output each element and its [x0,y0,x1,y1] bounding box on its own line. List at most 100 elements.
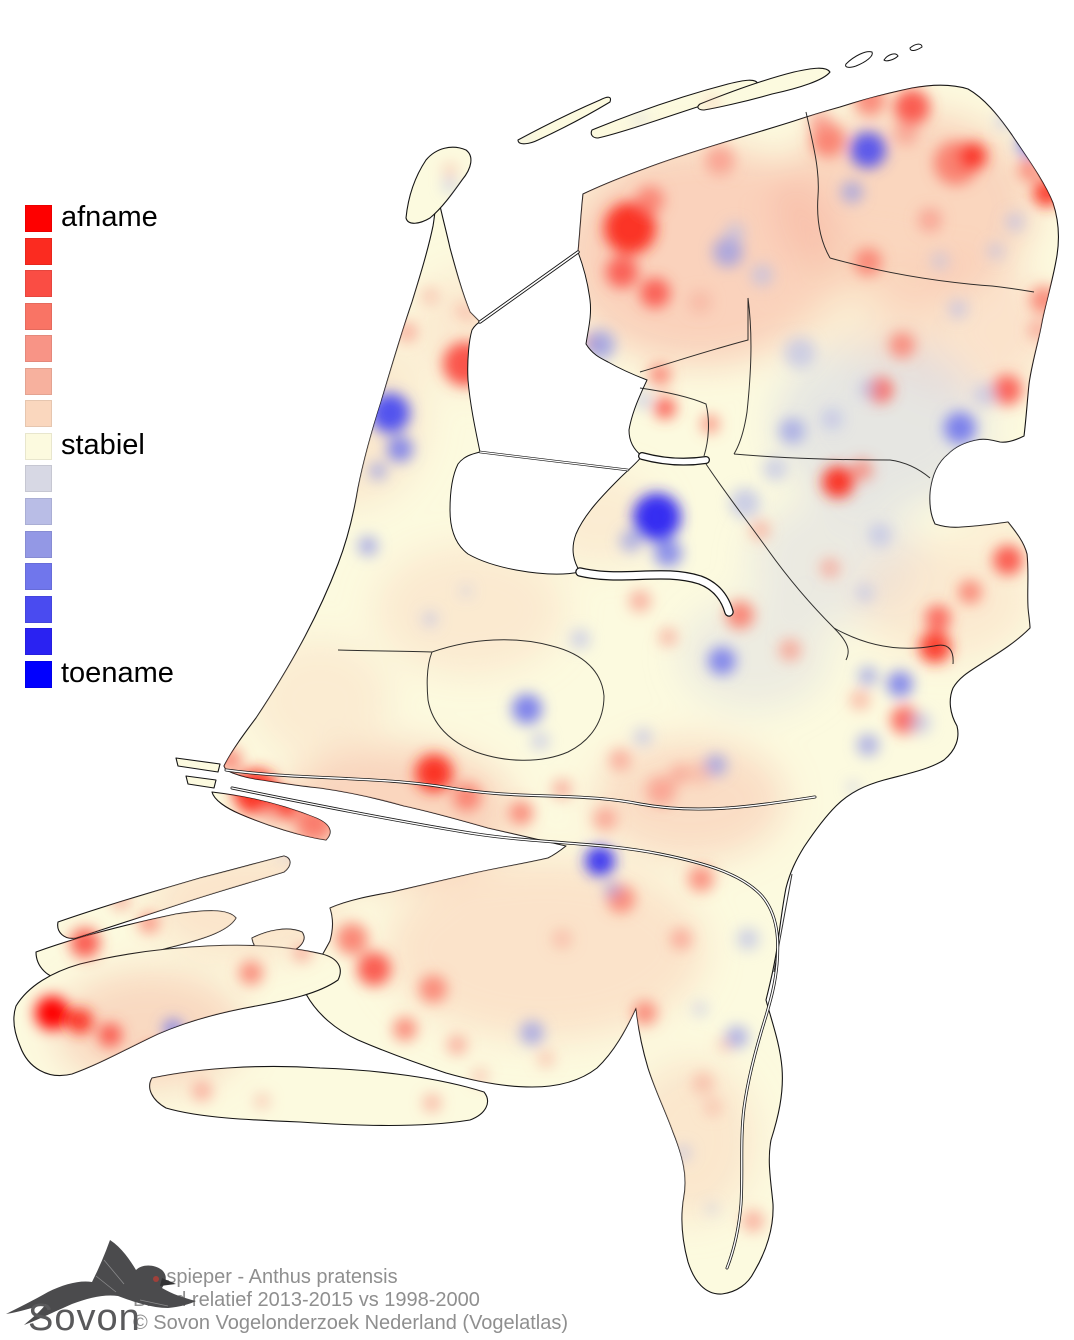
density-blob [987,242,1005,260]
island-zeeuws-vlaanderen [149,1065,488,1127]
density-blob [640,278,670,308]
density-blob [894,89,930,125]
density-blob [670,764,690,784]
density-blob [868,523,892,547]
density-blob [70,928,100,958]
density-blob [443,178,457,192]
density-blob [854,84,886,116]
density-blob [646,776,676,806]
density-blob [701,415,719,433]
density-blob [887,671,913,697]
density-blob [706,97,718,109]
density-blob [959,142,987,170]
density-blob [909,712,931,734]
density-blob [858,379,878,399]
density-blob [551,928,573,950]
density-blob [925,605,951,631]
density-blob [606,256,638,288]
density-blob [387,436,413,462]
density-blob [471,1067,489,1085]
density-blob [419,975,447,1003]
density-blob [958,580,982,604]
afsluitdijk-road [479,251,579,323]
density-blob [163,1019,183,1039]
density-blob [393,1017,417,1041]
density-wash [860,540,1030,660]
legend-swatch-14 [25,660,52,688]
density-blob [688,866,714,892]
density-blob [992,375,1022,405]
density-wash [790,240,950,360]
legend-swatch-12 [25,595,52,623]
density-blob [98,1023,122,1047]
swallow-icon [6,1240,196,1325]
density-blob [779,418,805,444]
legend-swatch-5 [25,367,52,395]
ijsselmeer-water [449,251,648,575]
density-blob [604,881,620,897]
density-blob [931,252,949,270]
wadden-islets [845,43,923,68]
density-blob [520,132,528,140]
density-blob [850,132,886,168]
harbour-spit [175,757,221,773]
legend-swatch-9 [25,497,52,525]
density-blob [293,944,311,962]
density-blob [751,264,773,286]
density-blob [357,952,391,986]
density-blob [808,110,832,134]
density-blob [706,1203,718,1215]
density-wash [275,745,515,885]
island-ameland [697,67,831,111]
legend-label-afname: afname [61,201,158,233]
density-blob [894,121,918,145]
density-blob [857,734,879,756]
density-blob [609,749,631,771]
density-blob [779,639,801,661]
density-blob [636,186,664,214]
houtribdijk-road [479,451,629,471]
density-blob [1005,212,1025,232]
density-blob [847,781,859,793]
density-blob [944,412,976,444]
density-blob [851,459,873,481]
density-blob [422,611,438,627]
legend-swatch-6 [25,400,52,428]
density-blob [421,287,439,305]
density-blob [139,913,159,933]
density-blob [763,457,787,481]
density-blob [443,163,457,177]
density-blob [993,545,1023,575]
density-blob [919,631,951,663]
density-blob [358,536,378,556]
density-blob [820,558,840,578]
legend-swatch-2 [25,270,52,298]
density-blob [654,539,682,567]
density-wash [560,145,840,365]
density-blob [112,892,130,910]
legend-swatch-0 [25,205,52,232]
density-blob [713,237,743,267]
density-blob [260,806,280,826]
density-blob [370,393,410,433]
density-wash [625,1060,755,1220]
legend-swatch-8 [25,465,52,493]
density-blob [858,666,878,686]
caption-period: Broed relatief 2013-2015 vs 1998-2000 [133,1289,480,1311]
density-wash [250,640,390,760]
density-blob [675,1145,691,1161]
sovon-logo-text: Sovon [28,1297,141,1339]
density-wash [595,740,785,860]
density-blob [856,584,874,602]
legend-label-toename: toename [61,656,174,689]
density-blob [692,1072,714,1094]
density-blob [654,397,676,419]
density-blob [415,754,453,792]
density-blob [635,114,645,124]
density-blob [35,996,69,1030]
density-blob [633,493,681,541]
density-blob [742,1210,764,1232]
density-blob [67,1008,93,1034]
rivers [224,768,817,1270]
density-blob [520,1021,544,1045]
